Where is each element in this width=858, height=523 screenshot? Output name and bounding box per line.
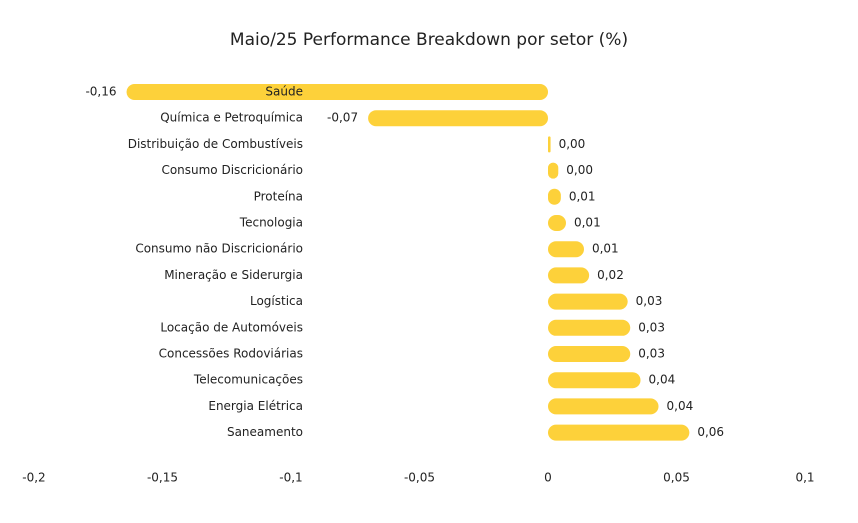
category-label: Mineração e Siderurgia: [164, 268, 303, 282]
value-label: 0,00: [559, 137, 586, 151]
x-tick-label: -0,05: [404, 471, 435, 485]
category-label: Química e Petroquímica: [160, 111, 303, 125]
bar: [548, 319, 631, 336]
bar: [548, 241, 584, 258]
x-tick-label: -0,1: [279, 471, 302, 485]
value-label: 0,02: [597, 268, 624, 282]
bar: [548, 398, 659, 415]
bar: [126, 84, 549, 100]
value-label: 0,03: [636, 294, 663, 308]
category-label: Consumo não Discricionário: [135, 242, 303, 256]
value-label: 0,00: [566, 163, 593, 177]
x-tick-label: 0,1: [795, 471, 814, 485]
bar: [548, 136, 551, 153]
value-label: -0,07: [327, 111, 358, 125]
value-label: 0,03: [638, 320, 665, 334]
bar: [548, 267, 590, 284]
bar: [548, 215, 566, 231]
category-label: Energia Elétrica: [208, 399, 303, 413]
category-label: Consumo Discricionário: [161, 163, 303, 177]
value-label: 0,01: [592, 242, 619, 256]
value-label: 0,01: [569, 189, 596, 203]
category-label: Distribuição de Combustíveis: [128, 137, 303, 151]
x-tick-label: -0,15: [147, 471, 178, 485]
category-label: Logística: [250, 294, 303, 308]
category-label: Locação de Automóveis: [160, 320, 303, 334]
bar: [548, 372, 641, 389]
bar: [548, 162, 559, 179]
category-label: Saneamento: [227, 425, 303, 439]
bar: [368, 110, 548, 127]
chart-title: Maio/25 Performance Breakdown por setor …: [230, 30, 628, 50]
x-tick-label: 0: [544, 471, 552, 485]
bar: [548, 346, 631, 362]
value-label: 0,03: [638, 347, 665, 361]
value-label: 0,06: [697, 425, 724, 439]
category-label: Proteína: [254, 189, 303, 203]
x-tick-label: 0,05: [663, 471, 690, 485]
value-label: -0,16: [85, 85, 116, 99]
bar: [548, 188, 561, 205]
bar: [548, 424, 690, 441]
value-label: 0,01: [574, 216, 601, 230]
x-tick-label: -0,2: [22, 471, 45, 485]
value-label: 0,04: [649, 373, 676, 387]
category-label: Tecnologia: [239, 216, 303, 230]
category-label: Telecomunicações: [193, 373, 303, 387]
bar: [548, 293, 628, 310]
category-label: Concessões Rodoviárias: [159, 347, 303, 361]
category-label: Saúde: [265, 85, 303, 99]
value-label: 0,04: [667, 399, 694, 413]
